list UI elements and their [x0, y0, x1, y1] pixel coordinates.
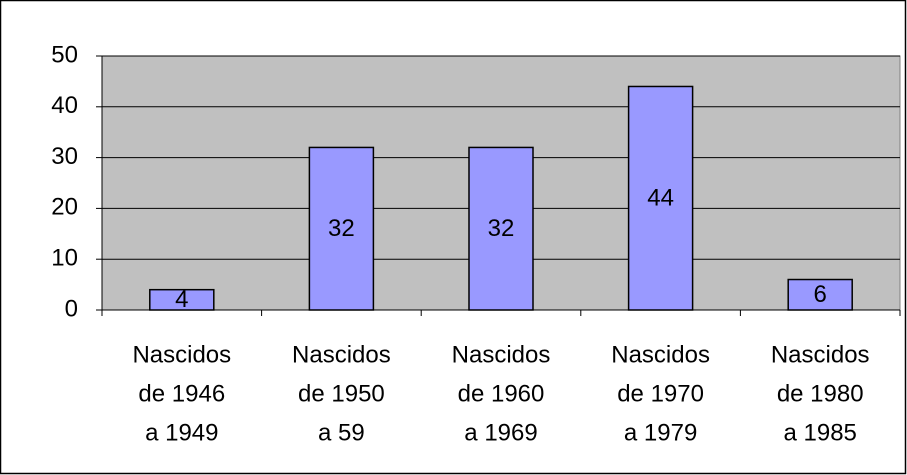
x-tick-label: de 1980 — [777, 380, 864, 407]
y-tick-label: 40 — [51, 92, 78, 119]
data-label: 44 — [647, 185, 674, 212]
data-label: 32 — [488, 215, 515, 242]
x-tick-label: a 1979 — [624, 419, 697, 446]
x-tick-label: a 59 — [318, 419, 365, 446]
x-tick-label: Nascidos — [292, 341, 391, 368]
data-label: 4 — [175, 286, 188, 313]
bar — [787, 278, 853, 311]
bar — [149, 288, 215, 311]
x-tick-label: de 1946 — [138, 380, 225, 407]
data-label: 6 — [814, 281, 827, 308]
y-tick-label: 30 — [51, 143, 78, 170]
bar — [468, 146, 534, 311]
x-tick-label: de 1950 — [298, 380, 385, 407]
x-tick-label: Nascidos — [611, 341, 710, 368]
y-tick-label: 20 — [51, 194, 78, 221]
y-tick-label: 10 — [51, 245, 78, 272]
y-tick-label: 0 — [65, 295, 78, 322]
bar — [308, 146, 375, 311]
x-tick-label: a 1985 — [783, 419, 856, 446]
x-tick-label: Nascidos — [771, 341, 870, 368]
x-tick-label: de 1970 — [617, 380, 704, 407]
x-tick-label: a 1969 — [464, 419, 537, 446]
bar — [627, 85, 694, 311]
x-tick-label: de 1960 — [458, 380, 545, 407]
data-label: 32 — [328, 215, 355, 242]
y-tick-label: 50 — [51, 41, 78, 68]
x-tick-label: Nascidos — [132, 341, 231, 368]
x-tick-label: Nascidos — [452, 341, 551, 368]
x-tick-label: a 1949 — [145, 419, 218, 446]
